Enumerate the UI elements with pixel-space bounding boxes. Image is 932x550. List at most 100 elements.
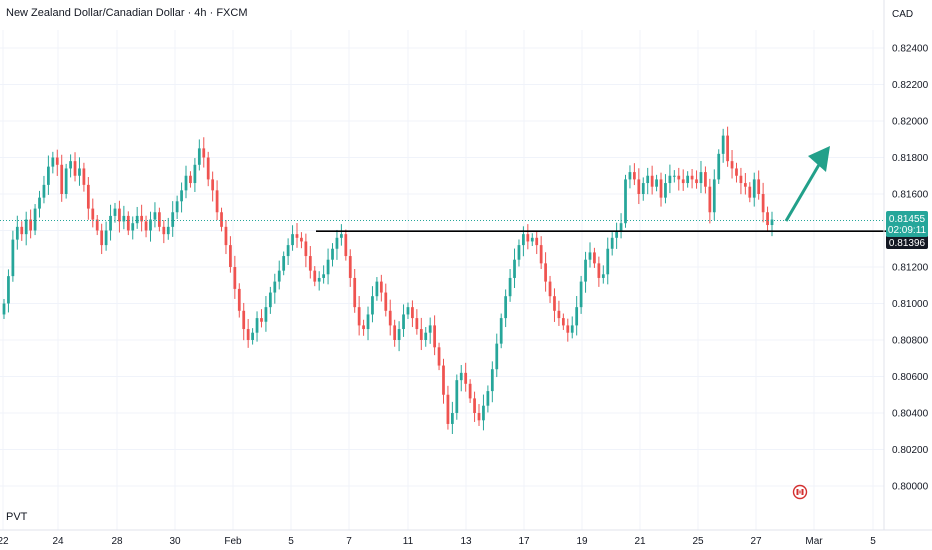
candle-body [641, 183, 645, 194]
candle [55, 149, 59, 176]
trend-arrow-line[interactable] [784, 162, 822, 222]
time-tick-label: 19 [576, 536, 588, 547]
candle-body [131, 223, 135, 231]
svg-text:0.81396: 0.81396 [889, 238, 926, 249]
candle [535, 231, 539, 255]
candle [291, 225, 294, 251]
candle-body [224, 226, 228, 246]
candle [38, 190, 41, 218]
candle-body [664, 183, 667, 198]
time-tick-label: 22 [0, 536, 9, 547]
candle [153, 202, 157, 228]
candle-body [650, 175, 654, 187]
candle-body [721, 135, 725, 154]
candle [100, 223, 104, 255]
candle-body [624, 179, 627, 224]
candle [499, 313, 503, 349]
candle [237, 283, 241, 318]
candle [268, 286, 272, 314]
price-tick-label: 0.80600 [892, 372, 929, 383]
candle [424, 327, 428, 347]
candle-body [371, 296, 374, 315]
candle-body [180, 190, 183, 202]
candle [11, 230, 15, 282]
candle [553, 288, 556, 322]
candle-body [672, 175, 676, 177]
candle-body [437, 347, 441, 366]
candle-body [402, 314, 405, 330]
price-tick-label: 0.81800 [892, 153, 929, 164]
candle-body [610, 237, 614, 249]
svg-text:02:09:11: 02:09:11 [888, 225, 927, 236]
candle [681, 169, 685, 191]
time-axis[interactable]: 22 24 28 30 Feb 5 7 11 13 17 19 21 25 27 Mar 5 [0, 536, 876, 547]
candle [526, 224, 530, 250]
candle-body [486, 391, 490, 406]
candle-body [517, 245, 521, 260]
candle-body [153, 212, 157, 220]
time-tick-label: 21 [634, 536, 646, 547]
candle-body [64, 168, 68, 194]
candle-body [229, 245, 232, 267]
candle [566, 318, 570, 342]
candle [144, 215, 148, 238]
candle [672, 170, 676, 183]
candle [366, 306, 370, 341]
candle [189, 171, 192, 188]
candle-body [708, 186, 712, 213]
price-tick-label: 0.82200 [892, 80, 929, 91]
time-tick-label: 13 [460, 536, 472, 547]
candle [317, 271, 321, 291]
candle-body [637, 179, 641, 194]
candle [375, 277, 379, 301]
time-tick-label: 30 [169, 536, 181, 547]
candle-body [712, 179, 716, 213]
candle [113, 202, 117, 223]
candle-body [140, 215, 143, 222]
candle-body [717, 153, 721, 180]
candle-body [397, 329, 401, 340]
candle-body [522, 234, 525, 246]
candle [579, 275, 583, 314]
candle-body [690, 175, 694, 180]
time-tick-label: 5 [288, 536, 294, 547]
candle [211, 171, 215, 202]
candle-body [335, 237, 339, 249]
candle-body [47, 166, 50, 185]
candle-body [606, 248, 610, 275]
candle [530, 233, 534, 247]
candle-body [242, 310, 246, 330]
candle [229, 236, 232, 273]
canada-flag-icon[interactable] [792, 484, 808, 500]
time-tick-label: 5 [870, 536, 876, 547]
candle-body [135, 215, 139, 224]
candle [712, 169, 716, 221]
candle [717, 149, 721, 184]
candle-body [126, 215, 130, 231]
candle-body [193, 164, 197, 184]
candle-body [615, 230, 619, 238]
candle [730, 150, 734, 179]
candle-body [757, 179, 761, 194]
candle-body [544, 263, 547, 282]
candle-body [597, 263, 601, 278]
candle-body [260, 318, 263, 322]
candle [459, 365, 463, 392]
candle-body [175, 201, 179, 213]
candle [362, 319, 365, 336]
candle-body [646, 175, 650, 184]
candle-body [171, 212, 175, 227]
candle-body [340, 234, 343, 238]
candle [126, 211, 130, 236]
price-tick-label: 0.81200 [892, 263, 929, 274]
candle [157, 207, 161, 232]
candle-body [459, 372, 463, 381]
candle [690, 168, 694, 189]
candle [393, 319, 397, 347]
price-tick-label: 0.81600 [892, 190, 929, 201]
candle-body [69, 161, 72, 169]
candle [757, 170, 761, 200]
candle-body [548, 281, 552, 297]
candle-body [2, 303, 6, 315]
